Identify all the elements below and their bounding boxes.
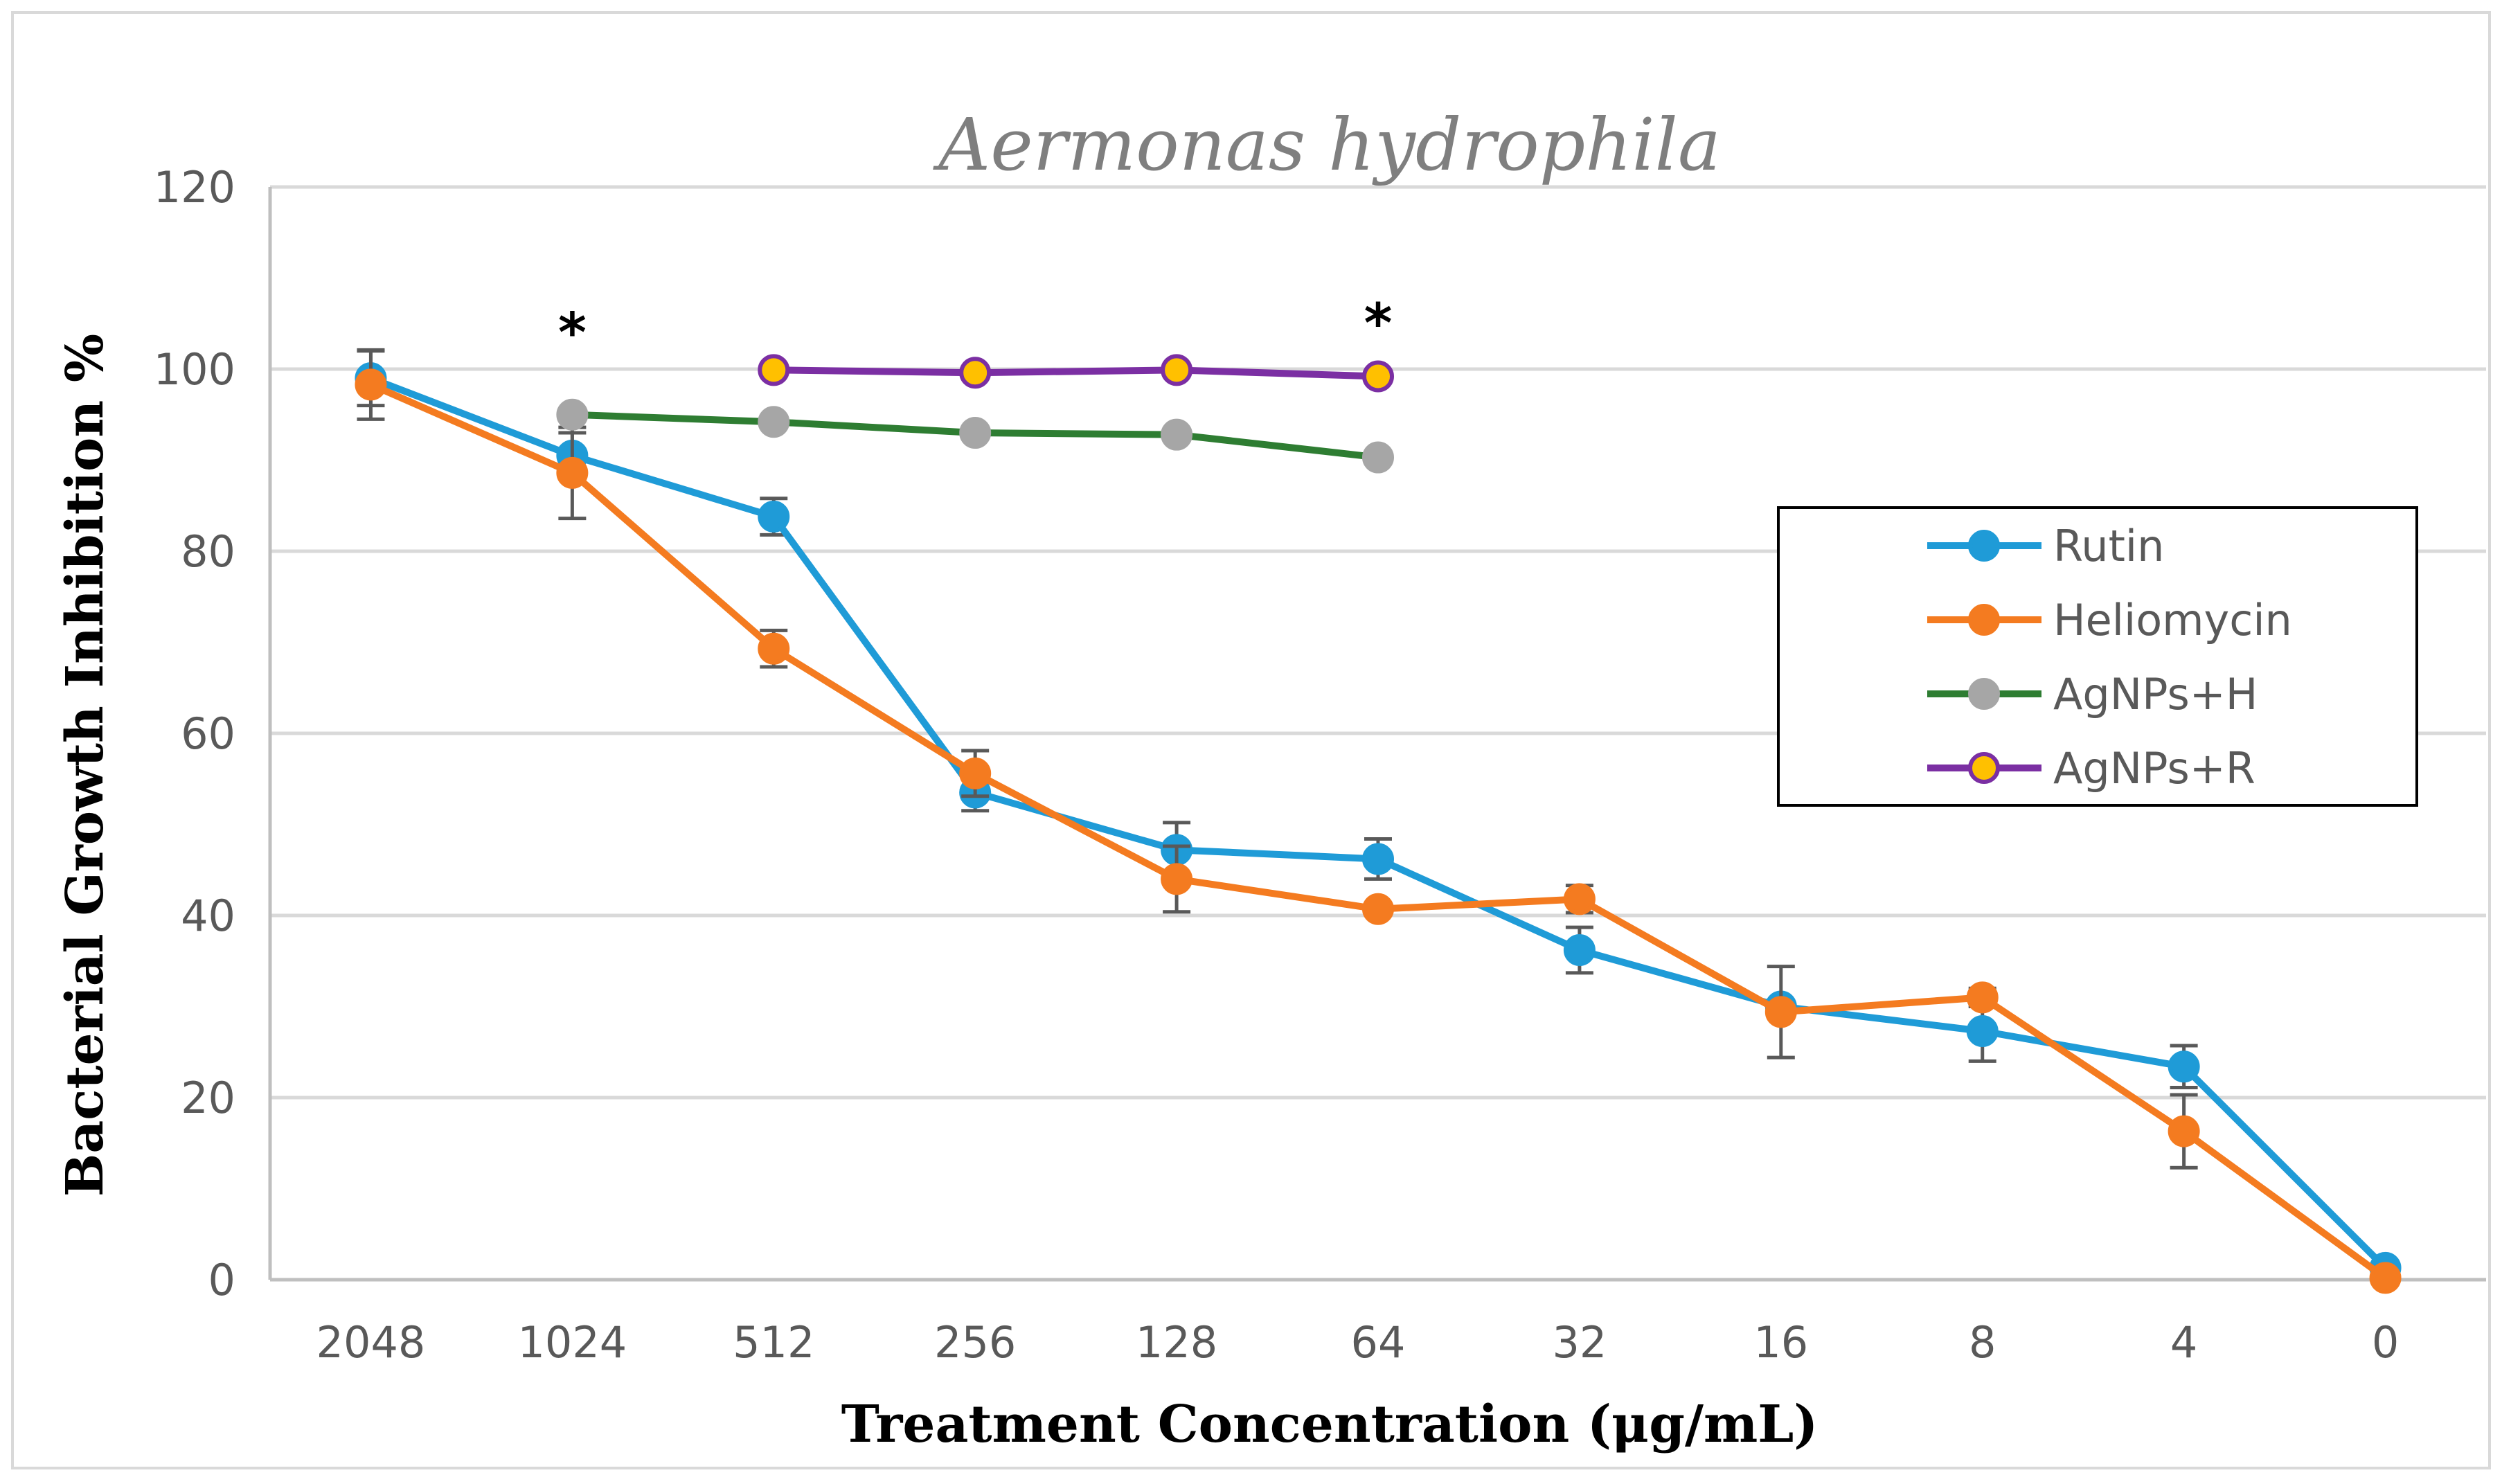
significance-marker: * <box>1364 293 1393 355</box>
legend-item-rutin: Rutin <box>1927 521 2164 571</box>
x-tick-label: 2048 <box>316 1317 426 1368</box>
series-heliomycin <box>355 348 2402 1294</box>
x-axis-title: Treatment Concentration (μg/mL) <box>841 1395 1819 1454</box>
y-tick-label: 120 <box>154 162 235 213</box>
legend-label: AgNPs+H <box>2053 669 2258 719</box>
data-point <box>758 632 790 665</box>
series <box>355 348 2402 1294</box>
y-tick-label: 0 <box>208 1255 235 1305</box>
data-point <box>2369 1262 2402 1294</box>
data-point <box>1362 360 1394 393</box>
significance-marker: * <box>558 302 587 364</box>
x-tick-label: 16 <box>1753 1317 1808 1368</box>
data-point <box>758 406 790 438</box>
legend-marker <box>1968 678 2000 710</box>
y-axis-title: Bacterial Growth Inhibition % <box>55 334 115 1197</box>
legend-item-agnps-r: AgNPs+R <box>1927 743 2255 794</box>
data-point <box>1161 863 1193 895</box>
y-tick-label: 20 <box>181 1073 235 1123</box>
data-point <box>1161 418 1193 451</box>
y-tick-label: 60 <box>181 708 235 759</box>
series-agnps-h <box>556 398 1394 474</box>
x-tick-label: 4 <box>2170 1317 2197 1368</box>
data-point <box>1161 354 1193 386</box>
data-point <box>556 456 589 489</box>
y-tick-label: 40 <box>181 891 235 941</box>
series-agnps-r <box>758 354 1394 393</box>
data-point <box>1966 1015 1999 1048</box>
legend-label: Rutin <box>2053 521 2164 571</box>
data-point <box>959 757 992 789</box>
legend-label: AgNPs+R <box>2053 743 2255 794</box>
data-point <box>2168 1051 2200 1083</box>
x-tick-label: 1024 <box>517 1317 627 1368</box>
data-point <box>556 398 589 431</box>
series-line <box>774 366 1379 380</box>
y-tick-label: 80 <box>181 526 235 577</box>
data-point <box>1764 996 1797 1028</box>
legend-label: Heliomycin <box>2053 595 2292 645</box>
x-tick-label: 512 <box>733 1317 814 1368</box>
x-tick-label: 256 <box>934 1317 1016 1368</box>
data-point <box>1563 883 1596 915</box>
data-point <box>758 501 790 533</box>
x-tick-label: 32 <box>1552 1317 1607 1368</box>
legend-marker <box>1968 530 2000 562</box>
data-point <box>1966 981 1999 1014</box>
legend-marker <box>1968 604 2000 636</box>
x-tick-label: 64 <box>1351 1317 1406 1368</box>
legend-item-agnps-h: AgNPs+H <box>1927 669 2258 719</box>
legend-item-heliomycin: Heliomycin <box>1927 595 2292 645</box>
data-point <box>355 368 387 401</box>
data-point <box>959 357 992 389</box>
x-tick-label: 0 <box>2372 1317 2399 1368</box>
data-point <box>758 354 790 386</box>
legend-box <box>1777 506 2418 807</box>
y-tick-label: 100 <box>154 344 235 395</box>
data-point <box>1362 441 1394 474</box>
data-point <box>959 417 992 449</box>
x-tick-label: 128 <box>1136 1317 1217 1368</box>
legend: Rutin Heliomycin AgNPs+H AgNPs+R <box>1777 506 2418 807</box>
data-point <box>1362 893 1394 925</box>
legend-marker <box>1968 752 2000 784</box>
x-tick-label: 8 <box>1969 1317 1996 1368</box>
chart-title: Aermonas hydrophila <box>933 102 1721 187</box>
data-point <box>2168 1115 2200 1147</box>
annotations: * * <box>558 293 1392 364</box>
data-point <box>1362 843 1394 875</box>
data-point <box>1563 933 1596 966</box>
